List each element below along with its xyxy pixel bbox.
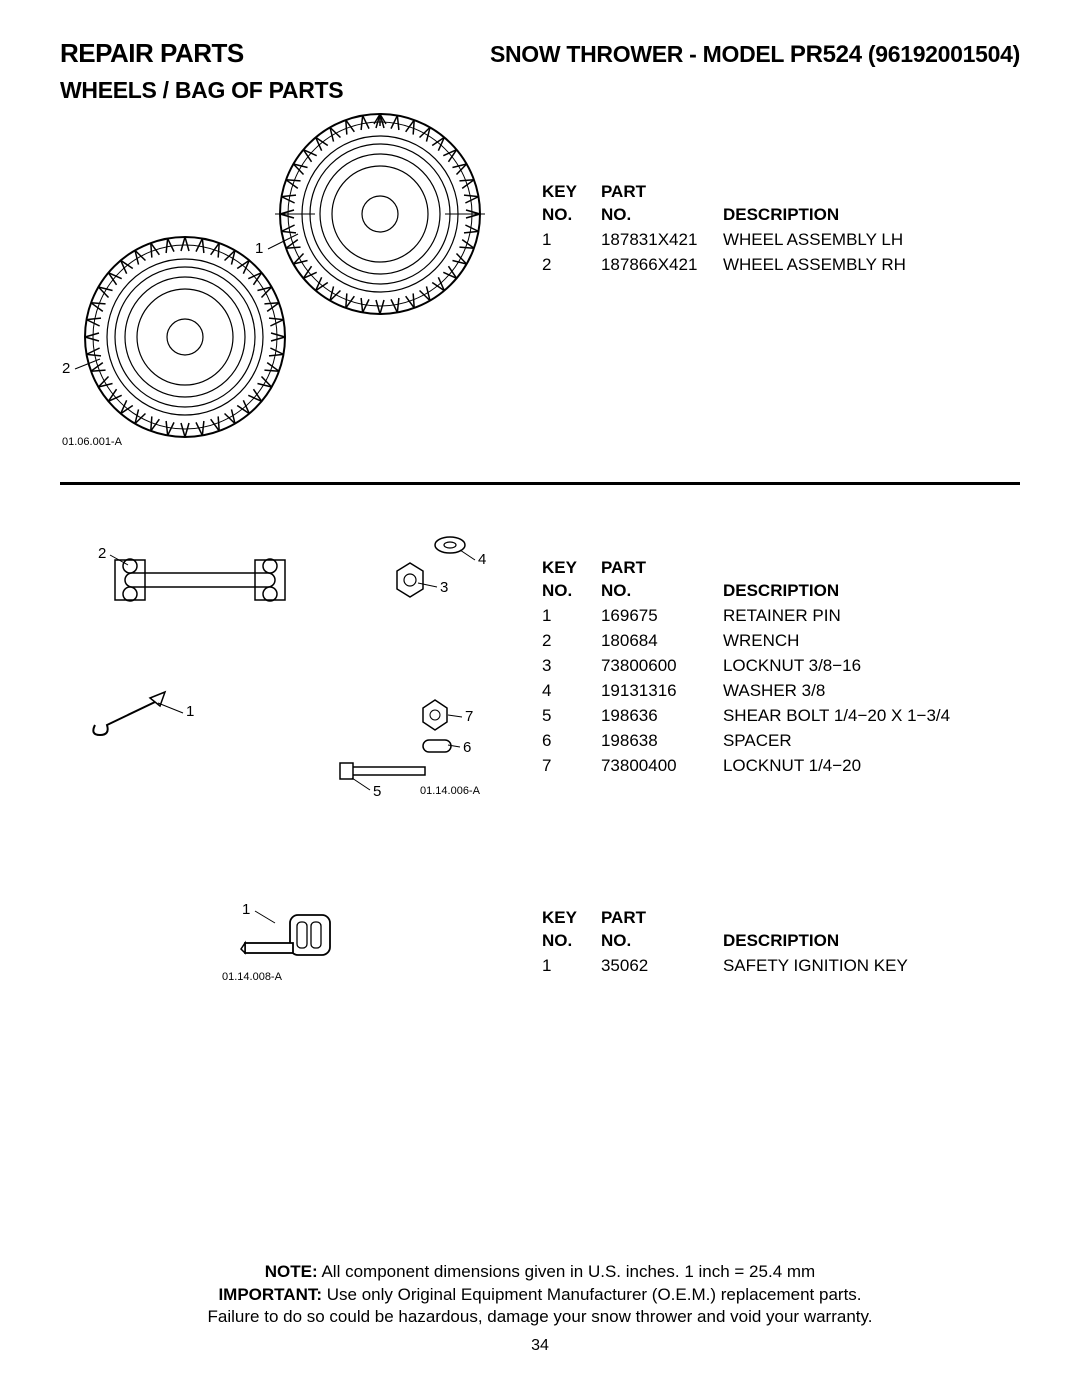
leader-1: 1 xyxy=(255,240,263,257)
cell-part: 19131316 xyxy=(601,680,721,703)
cell-desc: WHEEL ASSEMBLY RH xyxy=(723,254,928,277)
parts-table-1: KEYNO. PARTNO. DESCRIPTION 1 187831X421 … xyxy=(540,179,930,279)
model-prefix: SNOW THROWER - MODEL xyxy=(490,41,784,67)
leader-s2-2: 2 xyxy=(98,545,106,562)
cell-desc: LOCKNUT 1/4−20 xyxy=(723,755,972,778)
cell-part: 169675 xyxy=(601,605,721,628)
cell-key: 7 xyxy=(542,755,599,778)
header: REPAIR PARTS SNOW THROWER - MODEL PR524 … xyxy=(60,38,1020,69)
table-row: 2 187866X421 WHEEL ASSEMBLY RH xyxy=(542,254,928,277)
cell-key: 1 xyxy=(542,605,599,628)
table-row: 6198638SPACER xyxy=(542,730,972,753)
model-row: SNOW THROWER - MODEL PR524 (96192001504) xyxy=(490,41,1020,69)
cell-key: 2 xyxy=(542,254,599,277)
important-text: Use only Original Equipment Manufacturer… xyxy=(327,1285,862,1304)
cell-key: 4 xyxy=(542,680,599,703)
section-wheels: 1 2 01.06.001-A KEYNO. PARTNO. DESCRIPTI… xyxy=(60,114,1020,464)
footer: NOTE: All component dimensions given in … xyxy=(0,1261,1080,1357)
cell-key: 2 xyxy=(542,630,599,653)
cell-desc: RETAINER PIN xyxy=(723,605,972,628)
cell-desc: WRENCH xyxy=(723,630,972,653)
leader-2: 2 xyxy=(62,360,70,377)
note-text: All component dimensions given in U.S. i… xyxy=(321,1262,815,1281)
section-key: 1 01.14.008-A KEYNO. PARTNO. DESCRIPTION… xyxy=(60,905,1020,1045)
table-row: 1169675RETAINER PIN xyxy=(542,605,972,628)
divider xyxy=(60,482,1020,485)
cell-part: 35062 xyxy=(601,955,721,978)
leader-s2-3: 3 xyxy=(440,579,448,596)
col-key: KEYNO. xyxy=(542,907,599,953)
table-row: 1 187831X421 WHEEL ASSEMBLY LH xyxy=(542,229,928,252)
col-desc: DESCRIPTION xyxy=(723,181,928,227)
col-part: PARTNO. xyxy=(601,907,721,953)
cell-desc: WASHER 3/8 xyxy=(723,680,972,703)
cell-key: 1 xyxy=(542,229,599,252)
repair-parts-title: REPAIR PARTS xyxy=(60,38,244,69)
cell-desc: SAFETY IGNITION KEY xyxy=(723,955,930,978)
ref-1: 01.06.001-A xyxy=(62,436,122,448)
table-header-row: KEYNO. PARTNO. DESCRIPTION xyxy=(542,557,972,603)
parts-table-3: KEYNO. PARTNO. DESCRIPTION 1 35062 SAFET… xyxy=(540,905,932,980)
cell-key: 6 xyxy=(542,730,599,753)
cell-part: 198638 xyxy=(601,730,721,753)
cell-desc: SHEAR BOLT 1/4−20 X 1−3/4 xyxy=(723,705,972,728)
col-desc: DESCRIPTION xyxy=(723,557,972,603)
subtitle: WHEELS / BAG OF PARTS xyxy=(60,77,1020,104)
leader-s3-1: 1 xyxy=(242,901,250,918)
cell-key: 1 xyxy=(542,955,599,978)
table-row: 419131316WASHER 3/8 xyxy=(542,680,972,703)
cell-part: 73800600 xyxy=(601,655,721,678)
note-label: NOTE: xyxy=(265,1262,318,1281)
leader-lines-2 xyxy=(60,525,530,845)
cell-desc: WHEEL ASSEMBLY LH xyxy=(723,229,928,252)
cell-part: 187866X421 xyxy=(601,254,721,277)
section-bag-of-parts: 2 1 3 4 5 6 7 01.14.006-A KEYNO. PARTNO.… xyxy=(60,525,1020,845)
cell-key: 5 xyxy=(542,705,599,728)
ref-2: 01.14.006-A xyxy=(420,785,480,797)
table-header-row: KEYNO. PARTNO. DESCRIPTION xyxy=(542,181,928,227)
table-row: 1 35062 SAFETY IGNITION KEY xyxy=(542,955,930,978)
page-number: 34 xyxy=(0,1335,1080,1357)
col-part: PARTNO. xyxy=(601,557,721,603)
ref-3: 01.14.008-A xyxy=(222,971,282,983)
leader-lines-1 xyxy=(60,114,530,464)
table-header-row: KEYNO. PARTNO. DESCRIPTION xyxy=(542,907,930,953)
col-part: PARTNO. xyxy=(601,181,721,227)
cell-desc: LOCKNUT 3/8−16 xyxy=(723,655,972,678)
model-bold: PR524 xyxy=(790,41,862,68)
cell-part: 73800400 xyxy=(601,755,721,778)
cell-part: 198636 xyxy=(601,705,721,728)
cell-part: 180684 xyxy=(601,630,721,653)
table-row: 2180684WRENCH xyxy=(542,630,972,653)
cell-key: 3 xyxy=(542,655,599,678)
col-key: KEYNO. xyxy=(542,557,599,603)
important-label: IMPORTANT: xyxy=(218,1285,322,1304)
warn-line: Failure to do so could be hazardous, dam… xyxy=(0,1306,1080,1329)
leader-s2-4: 4 xyxy=(478,551,486,568)
parts-table-2: KEYNO. PARTNO. DESCRIPTION 1169675RETAIN… xyxy=(540,555,974,779)
table-row: 373800600LOCKNUT 3/8−16 xyxy=(542,655,972,678)
leader-s2-7: 7 xyxy=(465,708,473,725)
important-line: IMPORTANT: Use only Original Equipment M… xyxy=(0,1284,1080,1307)
cell-desc: SPACER xyxy=(723,730,972,753)
note-line: NOTE: All component dimensions given in … xyxy=(0,1261,1080,1284)
leader-s2-6: 6 xyxy=(463,739,471,756)
leader-lines-3 xyxy=(60,905,530,1025)
leader-s2-1: 1 xyxy=(186,703,194,720)
col-key: KEYNO. xyxy=(542,181,599,227)
cell-part: 187831X421 xyxy=(601,229,721,252)
col-desc: DESCRIPTION xyxy=(723,907,930,953)
leader-s2-5: 5 xyxy=(373,783,381,800)
table-row: 5198636SHEAR BOLT 1/4−20 X 1−3/4 xyxy=(542,705,972,728)
model-number: (96192001504) xyxy=(868,41,1020,67)
table-row: 773800400LOCKNUT 1/4−20 xyxy=(542,755,972,778)
